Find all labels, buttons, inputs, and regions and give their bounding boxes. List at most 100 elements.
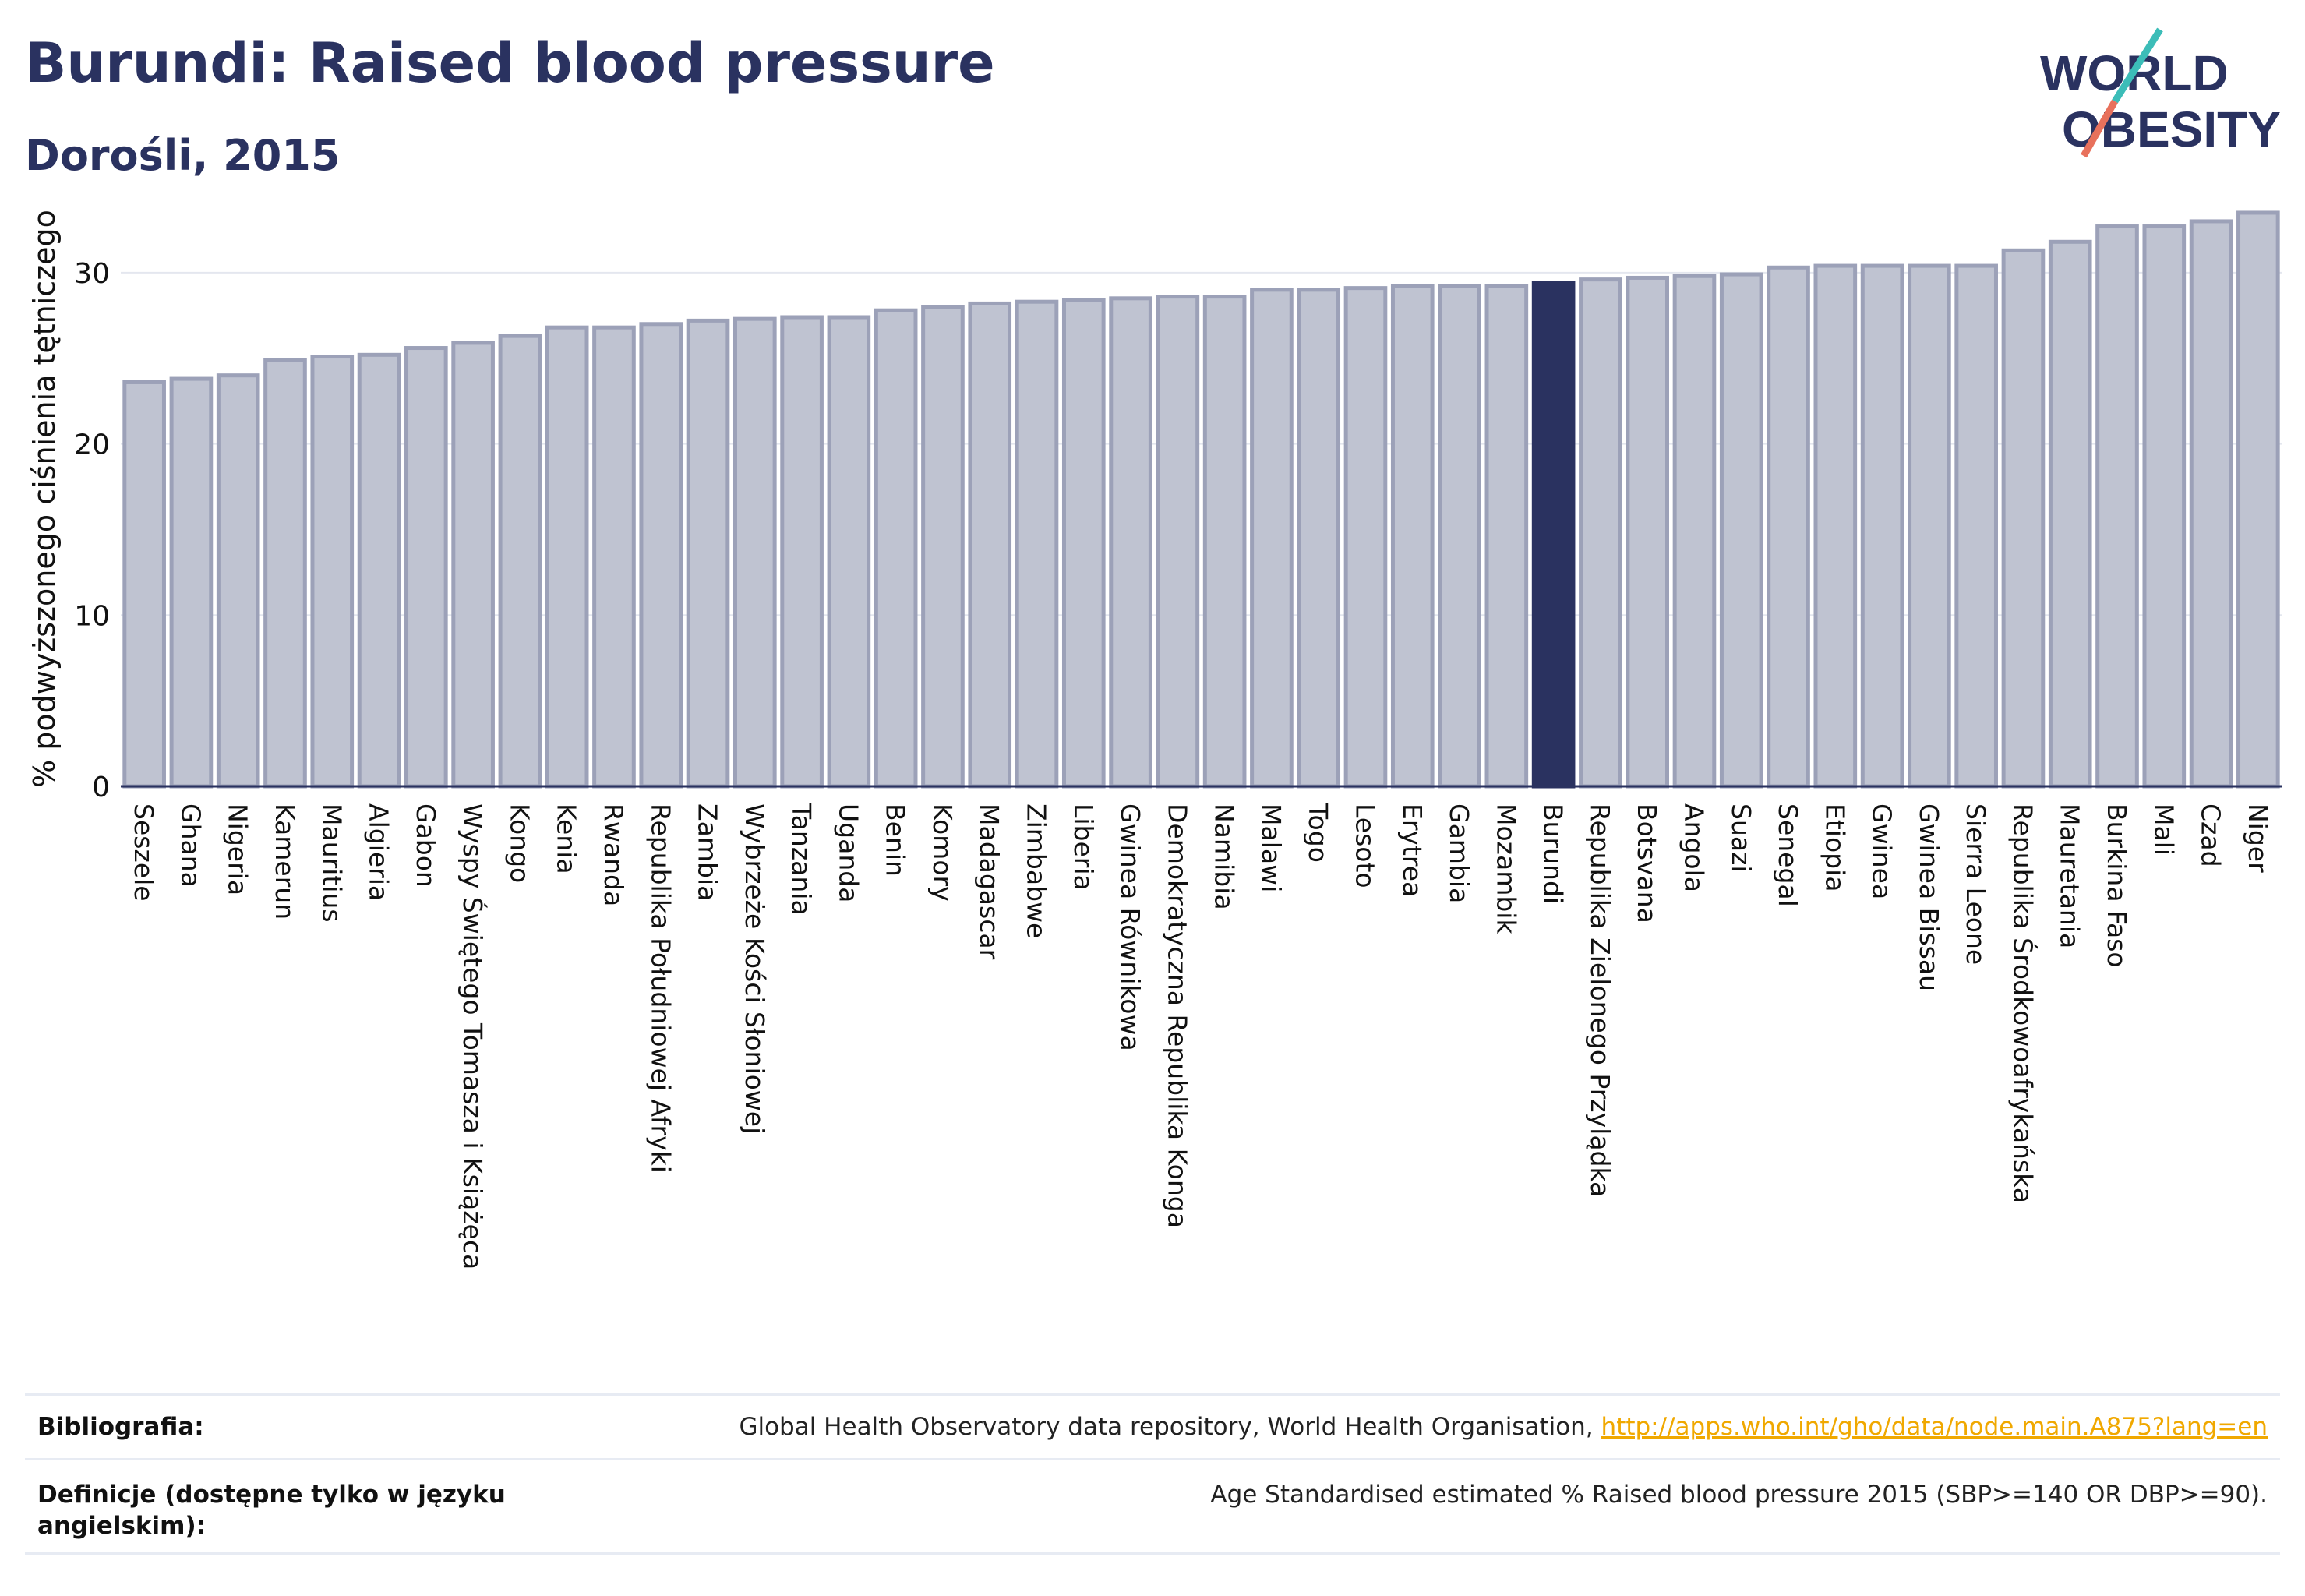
x-tick-label: Gwinea Bissau xyxy=(1914,803,1944,991)
x-tick-label: Wybrzeże Kości Słoniowej xyxy=(740,803,770,1134)
definitions-label: Definicje (dostępne tylko w języku angie… xyxy=(37,1481,506,1540)
x-tick-label: Angola xyxy=(1678,803,1709,892)
x-tick-label: Wyspy Świętego Tomasza i Książęca xyxy=(457,803,489,1269)
x-tick-labels: Seszele Ghana Nigeria Kamerun Mauritius Algie… xyxy=(129,803,2273,1269)
bar xyxy=(921,305,965,789)
y-tick-label: 0 xyxy=(92,772,110,803)
logo-slash-teal xyxy=(2112,27,2163,104)
bar-chart: 0 10 20 30 Seszele Ghana Nigeria Kamerun Maurit… xyxy=(27,210,2282,1269)
bibliography-value: Global Health Observatory data repositor… xyxy=(739,1411,2268,1442)
bar xyxy=(1015,299,1059,789)
x-tick-label: Burkina Faso xyxy=(2102,803,2132,968)
bar xyxy=(1626,275,1670,789)
x-tick-label: Gwinea Równikowa xyxy=(1115,803,1145,1051)
x-tick-label: Burundi xyxy=(1538,803,1569,904)
bibliography-label: Bibliografia: xyxy=(37,1413,204,1441)
y-tick-label: 30 xyxy=(74,258,110,290)
x-tick-label: Czad xyxy=(2196,803,2226,867)
bar xyxy=(545,325,589,789)
bar xyxy=(2189,219,2233,789)
x-tick-label: Ghana xyxy=(175,803,206,888)
bibliography-row: Bibliografia: Global Health Observatory … xyxy=(25,1393,2280,1458)
bar xyxy=(1438,284,1481,789)
x-tick-label: Suazi xyxy=(1726,803,1756,873)
x-tick-label: Demokratyczna Republika Konga xyxy=(1162,803,1192,1228)
chart-title: Burundi: Raised blood pressure xyxy=(25,31,995,95)
x-tick-label: Kamerun xyxy=(270,803,300,920)
y-tick-label: 10 xyxy=(74,600,110,632)
x-tick-label: Gwinea xyxy=(1867,803,1897,899)
x-tick-label: Zambia xyxy=(693,803,723,901)
bar xyxy=(122,380,166,789)
bar xyxy=(1061,298,1106,789)
bar xyxy=(1719,272,1763,789)
x-tick-label: Republika Południowej Afryki xyxy=(645,803,676,1173)
bar xyxy=(1156,295,1200,789)
x-tick-label: Tanzania xyxy=(786,803,817,916)
bar xyxy=(968,301,1012,789)
x-tick-label: Gabon xyxy=(411,803,441,888)
bar xyxy=(451,341,495,789)
x-tick-label: Zimbabwe xyxy=(1022,803,1052,938)
bar-highlighted xyxy=(1531,281,1576,789)
bar xyxy=(639,322,683,789)
bar xyxy=(686,318,730,789)
x-tick-label: Seszele xyxy=(129,803,159,902)
bar xyxy=(2048,239,2092,789)
bar xyxy=(1908,263,1951,789)
chart-subtitle: Dorośli, 2015 xyxy=(25,131,341,180)
y-axis-label: % podwyższonego ciśnienia tętniczego xyxy=(27,210,62,788)
bar xyxy=(2236,210,2280,789)
bar xyxy=(216,373,260,789)
bar xyxy=(1860,263,1904,789)
bar xyxy=(732,316,777,789)
bar xyxy=(1672,274,1717,789)
bibliography-link[interactable]: http://apps.who.int/gho/data/node.main.A… xyxy=(1601,1413,2268,1441)
bar xyxy=(1297,288,1341,789)
x-tick-label: Gambia xyxy=(1444,803,1474,903)
x-tick-label: Rwanda xyxy=(598,803,629,906)
x-tick-label: Republika Zielonego Przylądka xyxy=(1585,803,1615,1197)
x-tick-label: Senegal xyxy=(1773,803,1803,907)
world-obesity-logo: WORLD OBESITY xyxy=(2040,27,2281,158)
y-tick-labels: 0 10 20 30 xyxy=(74,258,110,803)
bar xyxy=(357,352,401,789)
x-tick-label: Mozambik xyxy=(1491,803,1521,934)
x-tick-label: Madagascar xyxy=(974,803,1004,960)
bar xyxy=(310,355,355,789)
x-tick-label: Benin xyxy=(881,803,911,877)
logo-slash-coral xyxy=(2081,99,2118,158)
bar xyxy=(1767,265,1810,789)
x-tick-label: Lesoto xyxy=(1350,803,1380,888)
footer: Bibliografia: Global Health Observatory … xyxy=(25,1393,2280,1555)
bar xyxy=(827,315,871,789)
x-tick-label: Mauritius xyxy=(316,803,347,923)
bar xyxy=(1109,296,1152,789)
bar xyxy=(1813,263,1858,789)
y-tick-label: 20 xyxy=(74,429,110,461)
bar xyxy=(2001,248,2046,789)
bar xyxy=(1954,263,1998,789)
x-tick-label: Togo xyxy=(1303,803,1333,863)
x-tick-label: Erytrea xyxy=(1397,803,1428,897)
x-tick-label: Algieria xyxy=(364,803,394,901)
x-tick-label: Etiopia xyxy=(1820,803,1850,892)
bar xyxy=(169,376,214,789)
x-tick-label: Botsvana xyxy=(1632,803,1662,923)
x-tick-label: Mauretania xyxy=(2055,803,2085,948)
bar xyxy=(780,315,824,789)
x-tick-label: Niger xyxy=(2243,803,2273,873)
bar xyxy=(1250,288,1294,789)
x-tick-label: Liberia xyxy=(1068,803,1099,891)
definitions-row: Definicje (dostępne tylko w języku angie… xyxy=(25,1458,2280,1555)
x-tick-label: Nigeria xyxy=(223,803,253,895)
x-tick-label: Republika Środkowoafrykańska xyxy=(2007,803,2038,1203)
x-tick-label: Kongo xyxy=(504,803,535,883)
x-tick-label: Uganda xyxy=(833,803,863,902)
bar xyxy=(1390,284,1435,789)
bar xyxy=(1202,295,1247,789)
bar xyxy=(2095,224,2139,789)
bar xyxy=(2142,224,2187,789)
bar xyxy=(1484,284,1529,789)
bibliography-text: Global Health Observatory data repositor… xyxy=(739,1413,1601,1441)
